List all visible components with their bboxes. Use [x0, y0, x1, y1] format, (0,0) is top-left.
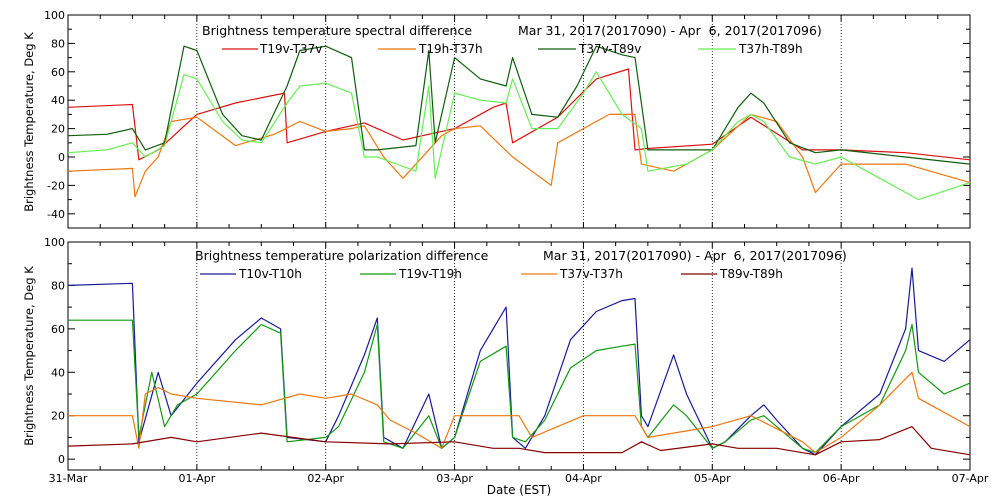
series-line-t19v-t37v	[67, 68, 971, 161]
legend-label-t10v-t10h: T10v-T10h	[238, 267, 302, 281]
x-tick-label-01-apr: 01-Apr	[178, 472, 215, 485]
series-line-t19h-t37h	[67, 113, 971, 198]
legend-label-t19v-t19h: T19v-T19h	[398, 267, 462, 281]
series-line-t19v-t19h	[68, 319, 971, 454]
x-tick-label-06-apr: 06-Apr	[823, 472, 860, 485]
x-tick-label-03-apr: 03-Apr	[436, 472, 473, 485]
legend-label-t19v-t37v: T19v-T37v	[259, 42, 322, 56]
polarization-date-range: Mar 31, 2017(2017090) - Apr 6, 2017(2017…	[543, 248, 847, 263]
spectral-title: Brightness temperature spectral differen…	[202, 23, 472, 38]
spectral-y-ticks: -40 -20 0 20 40 60 80 100	[44, 9, 970, 221]
legend-label-t37h-t89h: T37h-T89h	[738, 42, 803, 56]
polarization-y-tick-label: 60	[51, 323, 65, 336]
x-axis-label: Date (EST)	[487, 483, 551, 497]
spectral-legend: T19v-T37v T19h-T37h T37v-T89v T37h-T89h	[222, 42, 803, 56]
polarization-y-tick-label: 80	[51, 279, 65, 292]
polarization-x-ticks	[99, 242, 939, 470]
polarization-y-tick-label: 100	[44, 236, 65, 249]
spectral-panel: -40 -20 0 20 40 60 80 100 Brightness temperatur…	[22, 9, 971, 229]
legend-label-t19h-t37h: T19h-T37h	[418, 42, 483, 56]
series-line-t89v-t89h	[67, 426, 971, 456]
polarization-panel: 0 20 40 60 80 100 Brightness temperature pola…	[22, 236, 989, 497]
spectral-y-tick-label: -40	[47, 208, 65, 221]
polarization-y-tick-label: 20	[51, 410, 65, 423]
polarization-gridlines	[196, 242, 842, 470]
x-tick-label-04-apr: 04-Apr	[565, 472, 602, 485]
polarization-y-axis-label: Brightness Temperature, Deg K	[22, 266, 36, 446]
date-tick-labels: 31-Mar 01-Apr 02-Apr 03-Apr 04-Apr 05-Apr 06-A…	[49, 472, 989, 485]
spectral-y-tick-label: 60	[51, 66, 65, 79]
polarization-title: Brightness temperature polarization diff…	[195, 248, 489, 263]
spectral-y-tick-label: 0	[58, 151, 65, 164]
x-tick-label-31-mar: 31-Mar	[49, 472, 88, 485]
spectral-date-range: Mar 31, 2017(2017090) - Apr 6, 2017(2017…	[518, 23, 822, 38]
spectral-y-tick-label: 80	[51, 37, 65, 50]
polarization-series-lines	[67, 267, 971, 456]
spectral-y-axis-label: Brightness Temperature, Deg K	[22, 32, 36, 212]
spectral-y-tick-label: -20	[47, 179, 65, 192]
spectral-y-tick-label: 40	[51, 94, 65, 107]
legend-label-t89v-t89h: T89v-T89h	[719, 267, 783, 281]
legend-label-t37v-t37h: T37v-T37h	[559, 267, 623, 281]
series-line-t10v-t10h	[67, 267, 971, 456]
series-line-t37v-t37h	[68, 371, 971, 454]
series-line-t37h-t89h	[67, 71, 971, 201]
x-tick-label-05-apr: 05-Apr	[694, 472, 731, 485]
spectral-gridlines	[196, 15, 842, 228]
spectral-series-lines	[67, 45, 971, 201]
polarization-y-tick-label: 0	[58, 453, 65, 466]
legend-label-t37v-t89v: T37v-T89v	[578, 42, 641, 56]
polarization-y-tick-label: 40	[51, 366, 65, 379]
polarization-y-ticks: 0 20 40 60 80 100	[44, 236, 970, 466]
series-line-t37v-t89v	[67, 45, 971, 165]
polarization-legend: T10v-T10h T19v-T19h T37v-T37h T89v-T89h	[200, 267, 783, 281]
polarization-plot-frame	[67, 241, 971, 471]
spectral-y-tick-label: 20	[51, 123, 65, 136]
spectral-y-tick-label: 100	[44, 9, 65, 22]
x-tick-label-02-apr: 02-Apr	[307, 472, 344, 485]
spectral-x-ticks	[99, 15, 939, 228]
x-tick-label-07-apr: 07-Apr	[952, 472, 989, 485]
